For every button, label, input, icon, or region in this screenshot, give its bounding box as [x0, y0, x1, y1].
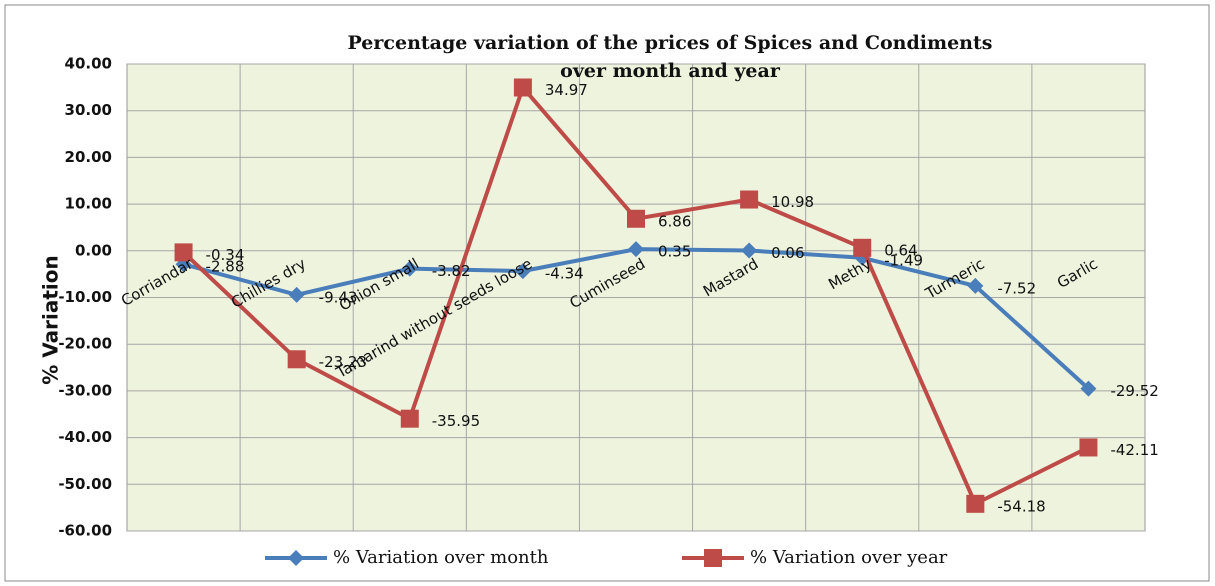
data-label: -54.18: [997, 497, 1045, 515]
y-tick-label: -30.00: [58, 381, 112, 399]
legend-label: % Variation over month: [333, 547, 549, 568]
data-label: 34.97: [545, 81, 588, 99]
legend-label: % Variation over year: [750, 547, 948, 568]
marker: [966, 494, 985, 513]
marker: [400, 409, 419, 428]
data-label: -0.34: [206, 246, 245, 264]
data-label: -4.34: [545, 265, 584, 283]
marker: [1079, 438, 1098, 457]
y-tick-label: -50.00: [58, 475, 112, 493]
chart-title: Percentage variation of the prices of Sp…: [348, 32, 993, 82]
marker: [288, 286, 305, 303]
data-label: 0.06: [771, 244, 804, 262]
data-label: -7.52: [997, 279, 1036, 297]
data-label: -3.82: [432, 262, 471, 280]
y-tick-label: 10.00: [65, 195, 112, 213]
marks: [174, 78, 1098, 513]
data-label: -35.95: [432, 412, 480, 430]
data-label: -23.23: [319, 353, 367, 371]
y-tick-label: 0.00: [75, 241, 112, 259]
data-label: 0.35: [658, 243, 691, 261]
y-tick-label: -60.00: [58, 522, 112, 540]
marker: [853, 238, 872, 257]
marker: [174, 243, 193, 262]
data-label: 0.64: [884, 241, 917, 259]
data-label: 10.98: [771, 193, 814, 211]
marker: [740, 190, 759, 209]
marker: [513, 78, 532, 97]
marker: [741, 242, 758, 259]
marker: [401, 260, 418, 277]
y-axis-label: % Variation: [39, 255, 63, 385]
marker: [628, 241, 644, 258]
y-tick-label: 30.00: [65, 101, 112, 119]
title-line: Percentage variation of the prices of Sp…: [348, 32, 993, 54]
data-label: -2.88: [206, 258, 245, 276]
data-label: -42.11: [1110, 441, 1158, 459]
y-tick-label: -40.00: [58, 428, 112, 446]
marker: [967, 277, 984, 294]
y-tick-label: 40.00: [65, 55, 112, 73]
marker: [1080, 380, 1097, 397]
data-label: -1.49: [884, 251, 923, 269]
y-tick-label: 20.00: [65, 148, 112, 166]
marker: [288, 550, 304, 566]
y-tick-label: -20.00: [58, 335, 112, 353]
marker: [627, 209, 645, 228]
data-label: 6.86: [658, 212, 691, 230]
marker: [514, 263, 531, 280]
marker: [287, 350, 306, 369]
marker: [704, 549, 722, 567]
data-label: -9.43: [319, 288, 358, 306]
y-tick-label: -10.00: [58, 288, 112, 306]
data-label: -29.52: [1110, 382, 1158, 400]
title-line: over month and year: [560, 60, 781, 82]
